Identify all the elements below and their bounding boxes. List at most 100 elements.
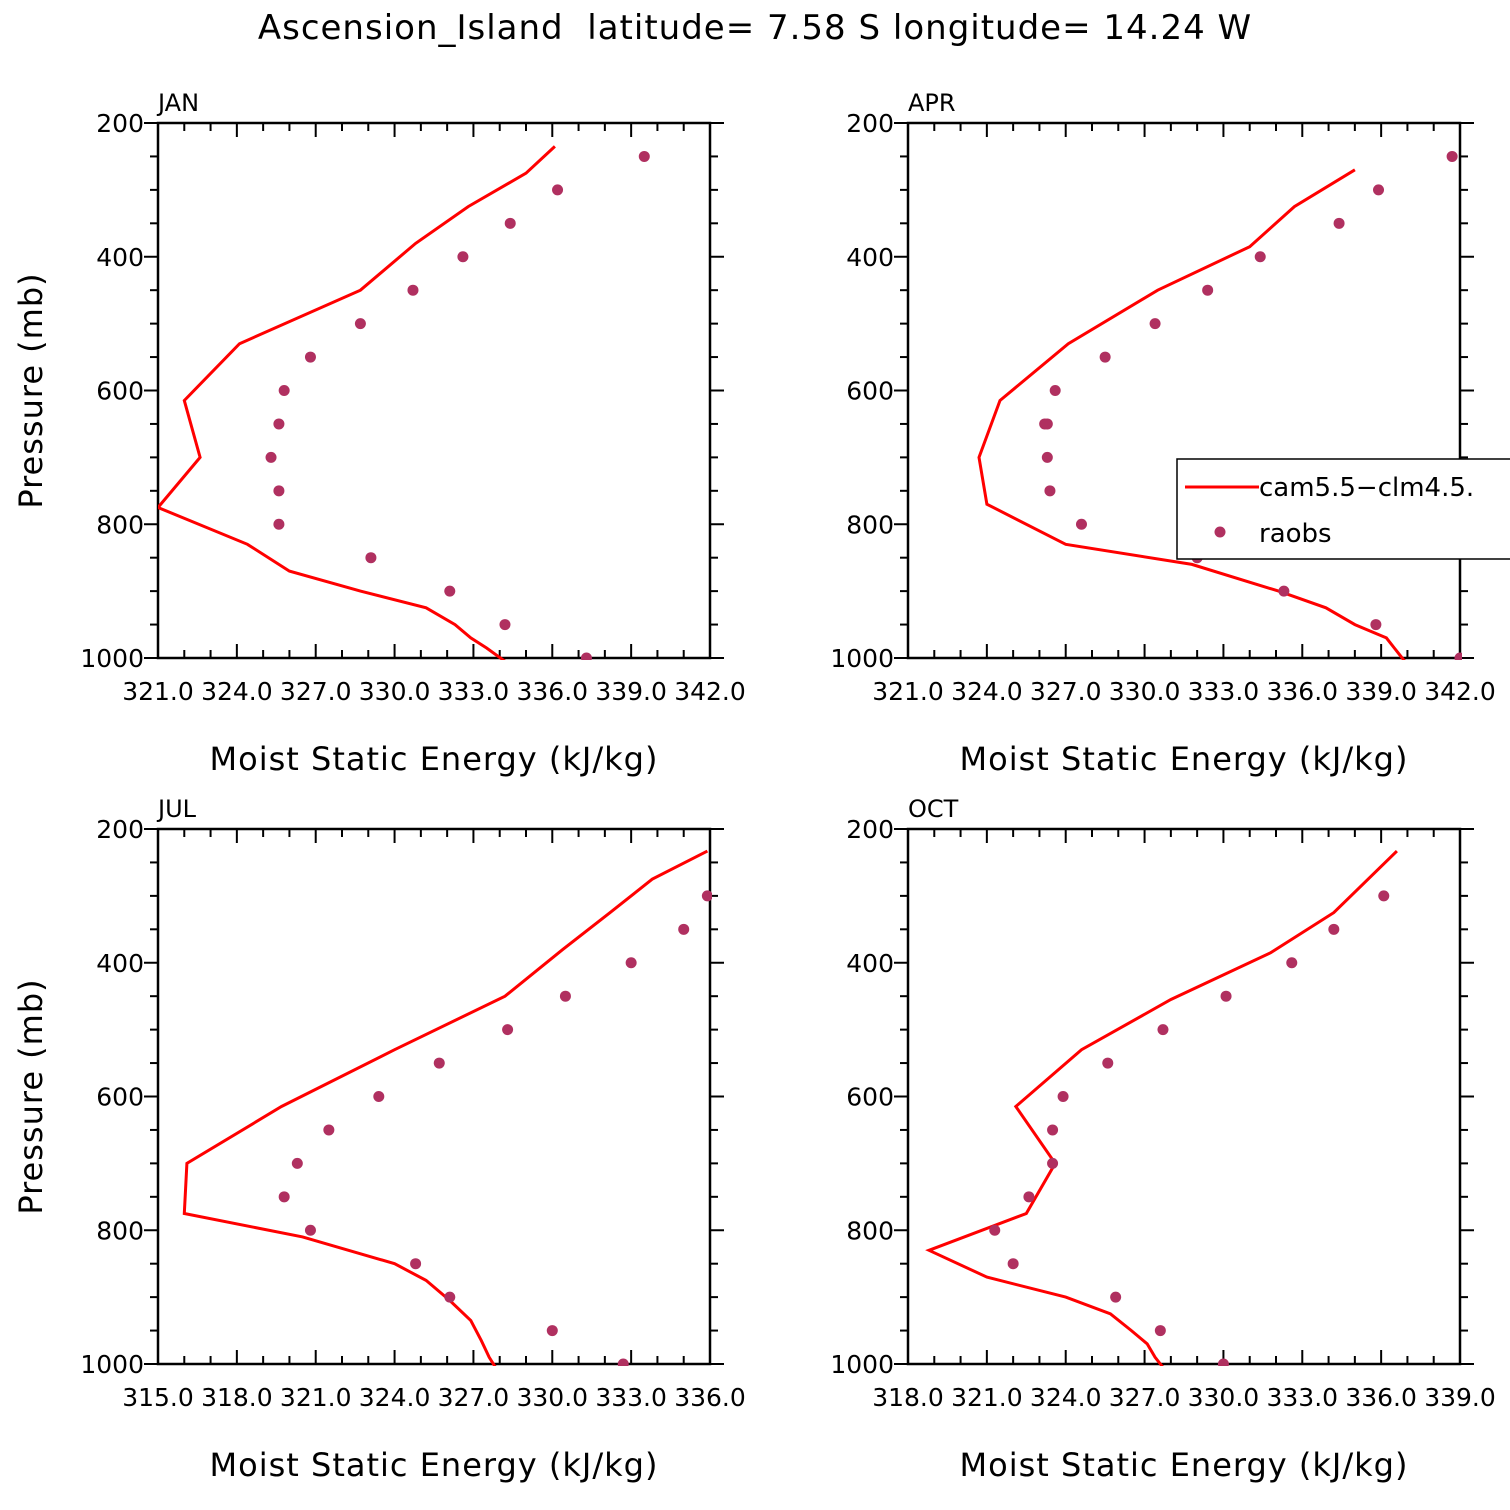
plot-frame: [906, 121, 1462, 660]
legend-marker-swatch: [1214, 526, 1226, 538]
raobs-point: [1047, 1124, 1059, 1136]
x-tick-label: 336.0: [516, 677, 588, 706]
raobs-point: [365, 552, 377, 564]
x-tick-label: 330.0: [359, 677, 431, 706]
raobs-point: [546, 1325, 558, 1337]
x-tick-label: 342.0: [674, 677, 746, 706]
raobs-point: [1446, 150, 1458, 162]
x-axis-label: Moist Static Energy (kJ/kg): [210, 740, 659, 778]
raobs-point: [1370, 619, 1382, 631]
raobs-point: [304, 1224, 316, 1236]
x-tick-label: 321.0: [872, 677, 944, 706]
raobs-point: [559, 990, 571, 1002]
raobs-point: [1102, 1057, 1114, 1069]
y-tick-label: 800: [96, 510, 144, 539]
raobs-point: [1217, 1358, 1229, 1366]
raobs-point: [354, 318, 366, 330]
raobs-point: [1157, 1024, 1169, 1036]
y-tick-label: 400: [96, 243, 144, 272]
raobs-point: [1378, 890, 1390, 902]
raobs-point: [1154, 1325, 1166, 1337]
x-tick-label: 339.0: [1424, 1383, 1496, 1412]
raobs-point: [1278, 585, 1290, 597]
raobs-point: [1057, 1091, 1069, 1102]
raobs-point: [1047, 1157, 1059, 1169]
x-tick-label: 321.0: [951, 1383, 1023, 1412]
y-tick-label: 600: [846, 1083, 894, 1112]
x-tick-label: 318.0: [201, 1383, 273, 1412]
raobs-point: [989, 1224, 1001, 1236]
x-tick-label: 330.0: [1109, 677, 1181, 706]
legend-label-raobs: raobs: [1259, 519, 1332, 549]
plot-frame: [156, 121, 712, 660]
raobs-point: [273, 418, 285, 430]
raobs-point: [457, 251, 469, 263]
x-tick-label: 339.0: [595, 677, 667, 706]
raobs-point: [1333, 217, 1345, 229]
plot-data: [182, 849, 712, 1366]
raobs-point: [701, 890, 712, 902]
y-tick-label: 1000: [830, 1350, 894, 1379]
x-tick-label: 330.0: [1188, 1383, 1260, 1412]
plot-data: [977, 150, 1462, 660]
y-tick-label: 800: [846, 510, 894, 539]
x-tick-label: 330.0: [516, 1383, 588, 1412]
y-tick-label: 200: [846, 815, 894, 844]
raobs-point: [410, 1258, 422, 1270]
raobs-point: [1044, 485, 1056, 497]
x-tick-label: 324.0: [201, 677, 273, 706]
x-tick-label: 321.0: [122, 677, 194, 706]
x-tick-label: 333.0: [438, 677, 510, 706]
raobs-point: [1007, 1258, 1019, 1270]
x-tick-label: 327.0: [438, 1383, 510, 1412]
panel-title: JUL: [156, 795, 197, 823]
y-axis-label: Pressure (mb): [12, 978, 50, 1214]
y-tick-label: 200: [96, 815, 144, 844]
raobs-point: [278, 385, 290, 396]
figure-title: Ascension_Island latitude= 7.58 S longit…: [257, 8, 1253, 48]
x-tick-label: 318.0: [872, 1383, 944, 1412]
raobs-point: [1254, 251, 1266, 263]
x-axis-label: Moist Static Energy (kJ/kg): [960, 1446, 1409, 1484]
model-profile-line: [158, 145, 556, 660]
y-tick-label: 400: [846, 243, 894, 272]
x-tick-label: 321.0: [280, 1383, 352, 1412]
x-tick-label: 336.0: [674, 1383, 746, 1412]
y-tick-label: 800: [846, 1216, 894, 1245]
y-tick-label: 600: [96, 377, 144, 406]
raobs-point: [1149, 318, 1161, 330]
panel-jul: 315.0 318.0 321.0 324.0 327.0 330.0 333.0 336.0…: [12, 795, 746, 1484]
x-tick-label: 333.0: [595, 1383, 667, 1412]
raobs-point: [617, 1358, 629, 1366]
legend-label-model: cam5.5−clm4.5.: [1259, 473, 1474, 503]
x-tick-label: 324.0: [1030, 1383, 1102, 1412]
panel-title: APR: [908, 89, 956, 117]
raobs-point: [1454, 652, 1462, 660]
y-tick-label: 1000: [80, 644, 144, 673]
model-profile-line: [925, 850, 1398, 1366]
y-tick-label: 600: [846, 377, 894, 406]
raobs-point: [1202, 284, 1214, 296]
model-profile-line: [182, 849, 709, 1366]
raobs-point: [1286, 957, 1298, 969]
raobs-point: [1328, 923, 1340, 935]
raobs-point: [638, 150, 650, 162]
raobs-point: [291, 1157, 303, 1169]
panel-oct: 318.0 321.0 324.0 327.0 330.0 333.0 336.0 339.0…: [830, 795, 1495, 1484]
raobs-point: [1023, 1191, 1035, 1203]
x-tick-label: 333.0: [1188, 677, 1260, 706]
raobs-point: [678, 923, 690, 935]
raobs-point: [323, 1124, 335, 1136]
raobs-point: [1110, 1291, 1122, 1303]
raobs-point: [1075, 518, 1087, 530]
raobs-point: [504, 217, 516, 229]
raobs-point: [1099, 351, 1111, 363]
raobs-point: [552, 184, 564, 196]
model-profile-line: [977, 168, 1406, 660]
raobs-point: [1041, 451, 1053, 463]
raobs-point: [1041, 418, 1053, 430]
raobs-point: [373, 1091, 385, 1102]
raobs-point: [304, 351, 316, 363]
y-tick-label: 200: [96, 109, 144, 138]
